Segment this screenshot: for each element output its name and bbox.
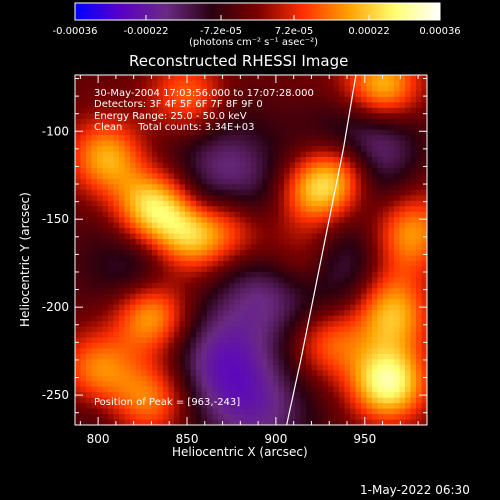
x-tick-label: 850 — [176, 432, 199, 446]
colorbar-tick-label: 0.00022 — [348, 26, 389, 37]
annotation-time-range: 30-May-2004 17:03:56.000 to 17:07:28.000 — [94, 88, 314, 99]
colorbar-tick-label: 7.2e-05 — [275, 26, 313, 37]
y-tick-label: -200 — [42, 300, 69, 314]
heatmap-image — [75, 75, 427, 425]
x-tick-label: 950 — [353, 432, 376, 446]
y-axis-label: Heliocentric Y (arcsec) — [18, 192, 32, 327]
colorbar-units: (photons cm⁻² s⁻¹ asec⁻²) — [189, 37, 319, 48]
x-tick-label: 800 — [87, 432, 110, 446]
y-tick-label: -100 — [42, 124, 69, 138]
x-axis-label: Heliocentric X (arcsec) — [172, 445, 308, 459]
colorbar-tick-label: 0.00036 — [419, 26, 460, 37]
plot-axes: 800 850 900 950 -100 -150 -200 -250 — [42, 75, 427, 446]
timestamp: 1-May-2022 06:30 — [360, 483, 470, 497]
solar-limb-curve — [286, 75, 357, 425]
colorbar-tick-label: -0.00022 — [123, 26, 168, 37]
y-tick-label: -250 — [42, 388, 69, 402]
chart-title: Reconstructed RHESSI Image — [129, 52, 349, 70]
plot-frame — [74, 74, 428, 426]
annotation-energy-range: Energy Range: 25.0 - 50.0 keV — [94, 111, 247, 122]
colorbar-tick-label: -0.00036 — [53, 26, 98, 37]
annotation-detectors: Detectors: 3F 4F 5F 6F 7F 8F 9F 0 — [94, 99, 263, 110]
y-tick-label: -150 — [42, 212, 69, 226]
peak-position-label: Position of Peak = [963,-243] — [94, 397, 241, 408]
colorbar-tick-label: -7.2e-05 — [200, 26, 242, 37]
annotation-clean-counts: Clean Total counts: 3.34E+03 — [94, 122, 255, 133]
x-tick-label: 900 — [264, 432, 287, 446]
colorbar-ticks: -0.00036 -0.00022 -7.2e-05 7.2e-05 0.00022 0.… — [53, 15, 461, 37]
colorbar — [74, 2, 441, 21]
